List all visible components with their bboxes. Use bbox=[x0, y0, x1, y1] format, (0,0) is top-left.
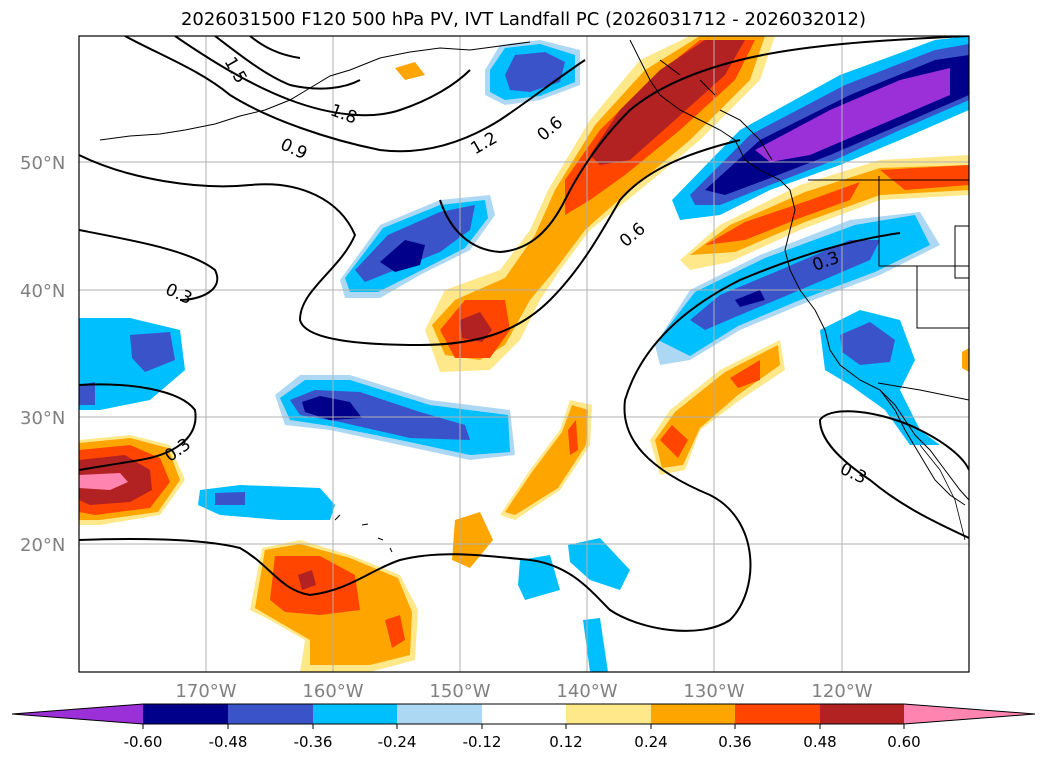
lon-label: 150°W bbox=[429, 681, 490, 702]
colorbar-segment bbox=[566, 704, 651, 724]
colorbar-tick: 0.60 bbox=[887, 733, 920, 751]
contour-label: 1.8 bbox=[327, 100, 359, 128]
lon-labels: 170°W 160°W 150°W 140°W 130°W 120°W bbox=[175, 681, 872, 702]
lat-label: 30°N bbox=[20, 408, 65, 429]
contour-label: 1.2 bbox=[468, 128, 501, 159]
lat-label: 20°N bbox=[20, 535, 65, 556]
lon-label: 130°W bbox=[683, 681, 744, 702]
colorbar-tick: 0.48 bbox=[803, 733, 836, 751]
coastlines bbox=[99, 39, 969, 553]
colorbar-segment bbox=[735, 704, 820, 724]
colorbar-extend-max bbox=[904, 704, 1035, 724]
map-title: 2026031500 F120 500 hPa PV, IVT Landfall… bbox=[180, 9, 867, 30]
colorbar-tick: 0.24 bbox=[634, 733, 667, 751]
lon-label: 120°W bbox=[811, 681, 872, 702]
colorbar-tick: 0.12 bbox=[549, 733, 582, 751]
lat-label: 40°N bbox=[20, 281, 65, 302]
colorbar-segment bbox=[651, 704, 735, 724]
map-frame bbox=[78, 35, 970, 673]
colorbar-tick: -0.60 bbox=[124, 733, 163, 751]
colorbar-segment bbox=[143, 704, 228, 724]
graticule bbox=[79, 36, 969, 672]
ivt-shading bbox=[79, 36, 969, 672]
colorbar-segment bbox=[228, 704, 313, 724]
contour-label: 0.3 bbox=[162, 280, 195, 310]
colorbar-tick: 0.36 bbox=[718, 733, 751, 751]
colorbar-segment bbox=[397, 704, 482, 724]
contour-label: 0.9 bbox=[277, 135, 310, 165]
colorbar-segment bbox=[482, 704, 566, 724]
lon-label: 160°W bbox=[302, 681, 363, 702]
colorbar-tick: -0.24 bbox=[378, 733, 417, 751]
colorbar-tick: -0.36 bbox=[294, 733, 333, 751]
colorbar-tick: -0.48 bbox=[209, 733, 248, 751]
colorbar-segment bbox=[313, 704, 397, 724]
lat-labels: 50°N 40°N 30°N 20°N bbox=[20, 153, 65, 556]
contour-label: 0.6 bbox=[533, 113, 567, 146]
lon-label: 140°W bbox=[556, 681, 617, 702]
contour-label: 0.6 bbox=[616, 219, 650, 252]
colorbar: -0.60 -0.48 -0.36 -0.24 -0.12 0.12 0.24 … bbox=[11, 703, 1036, 751]
lat-label: 50°N bbox=[20, 153, 65, 174]
pv-contours bbox=[79, 36, 969, 632]
colorbar-tick: -0.12 bbox=[463, 733, 502, 751]
colorbar-extend-min bbox=[12, 704, 143, 724]
colorbar-segment bbox=[820, 704, 904, 724]
lon-label: 170°W bbox=[175, 681, 236, 702]
